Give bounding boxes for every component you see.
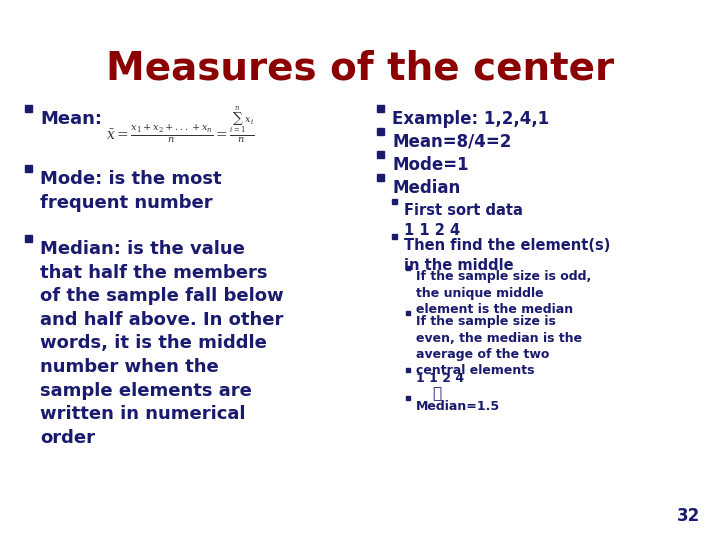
FancyBboxPatch shape [24, 105, 32, 111]
Text: ⌣: ⌣ [432, 386, 441, 401]
FancyBboxPatch shape [24, 165, 32, 172]
Text: Example: 1,2,4,1: Example: 1,2,4,1 [392, 110, 549, 128]
FancyBboxPatch shape [24, 234, 32, 241]
FancyBboxPatch shape [406, 266, 410, 270]
Text: If the sample size is
even, the median is the
average of the two
central element: If the sample size is even, the median i… [416, 315, 582, 377]
FancyBboxPatch shape [406, 368, 410, 372]
Text: Then find the element(s)
in the middle: Then find the element(s) in the middle [404, 238, 611, 273]
Text: Median: is the value
that half the members
of the sample fall below
and half abo: Median: is the value that half the membe… [40, 240, 284, 447]
Text: 1 1 2 4: 1 1 2 4 [416, 372, 464, 385]
FancyBboxPatch shape [377, 105, 384, 111]
Text: Measures of the center: Measures of the center [106, 50, 614, 88]
Text: Mean:: Mean: [40, 110, 102, 128]
Text: Mode: is the most
frequent number: Mode: is the most frequent number [40, 170, 222, 212]
FancyBboxPatch shape [377, 173, 384, 180]
Text: $\bar{x} = \frac{x_1 + x_2 + ... + x_n}{n} = \frac{\sum_{i=1}^{n} x_i}{n}$: $\bar{x} = \frac{x_1 + x_2 + ... + x_n}{… [106, 105, 254, 145]
Text: Mode=1: Mode=1 [392, 156, 469, 174]
Text: First sort data
1 1 2 4: First sort data 1 1 2 4 [404, 203, 523, 238]
FancyBboxPatch shape [406, 311, 410, 315]
FancyBboxPatch shape [392, 233, 397, 239]
Text: Median: Median [392, 179, 460, 197]
Text: 32: 32 [677, 507, 700, 525]
FancyBboxPatch shape [392, 199, 397, 204]
FancyBboxPatch shape [377, 127, 384, 134]
Text: Mean=8/4=2: Mean=8/4=2 [392, 133, 511, 151]
Text: Median=1.5: Median=1.5 [416, 400, 500, 413]
FancyBboxPatch shape [406, 396, 410, 400]
Text: If the sample size is odd,
the unique middle
element is the median: If the sample size is odd, the unique mi… [416, 270, 591, 316]
FancyBboxPatch shape [377, 151, 384, 158]
